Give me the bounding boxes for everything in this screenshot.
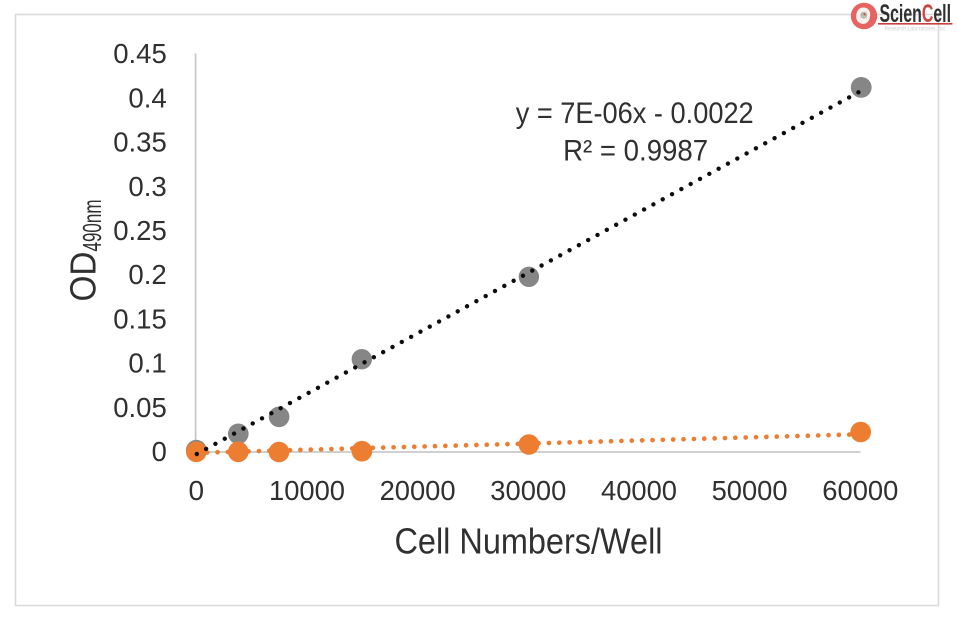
svg-text:50000: 50000	[712, 475, 788, 506]
svg-text:0.15: 0.15	[113, 303, 167, 334]
svg-text:0.25: 0.25	[113, 215, 167, 246]
svg-text:10000: 10000	[269, 475, 345, 506]
svg-text:Cell Numbers/Well: Cell Numbers/Well	[395, 521, 663, 562]
svg-text:60000: 60000	[822, 475, 898, 506]
svg-text:0.4: 0.4	[128, 82, 166, 113]
svg-text:40000: 40000	[601, 475, 677, 506]
svg-text:0.45: 0.45	[113, 38, 167, 69]
svg-text:0.1: 0.1	[128, 348, 166, 379]
svg-text:R² = 0.9987: R² = 0.9987	[563, 135, 708, 168]
svg-text:20000: 20000	[380, 475, 456, 506]
svg-text:OD: OD	[63, 252, 104, 302]
svg-text:y = 7E-06x - 0.0022: y = 7E-06x - 0.0022	[516, 97, 754, 130]
svg-text:0.2: 0.2	[128, 259, 166, 290]
svg-text:0: 0	[152, 436, 167, 467]
svg-text:30000: 30000	[490, 475, 566, 506]
svg-text:0.3: 0.3	[128, 171, 166, 202]
svg-text:0: 0	[189, 475, 205, 506]
svg-text:0.05: 0.05	[113, 392, 167, 423]
svg-text:0.35: 0.35	[113, 127, 167, 158]
svg-text:Research Laboratories, Inc.: Research Laboratories, Inc.	[885, 26, 947, 33]
svg-text:490nm: 490nm	[77, 200, 107, 252]
